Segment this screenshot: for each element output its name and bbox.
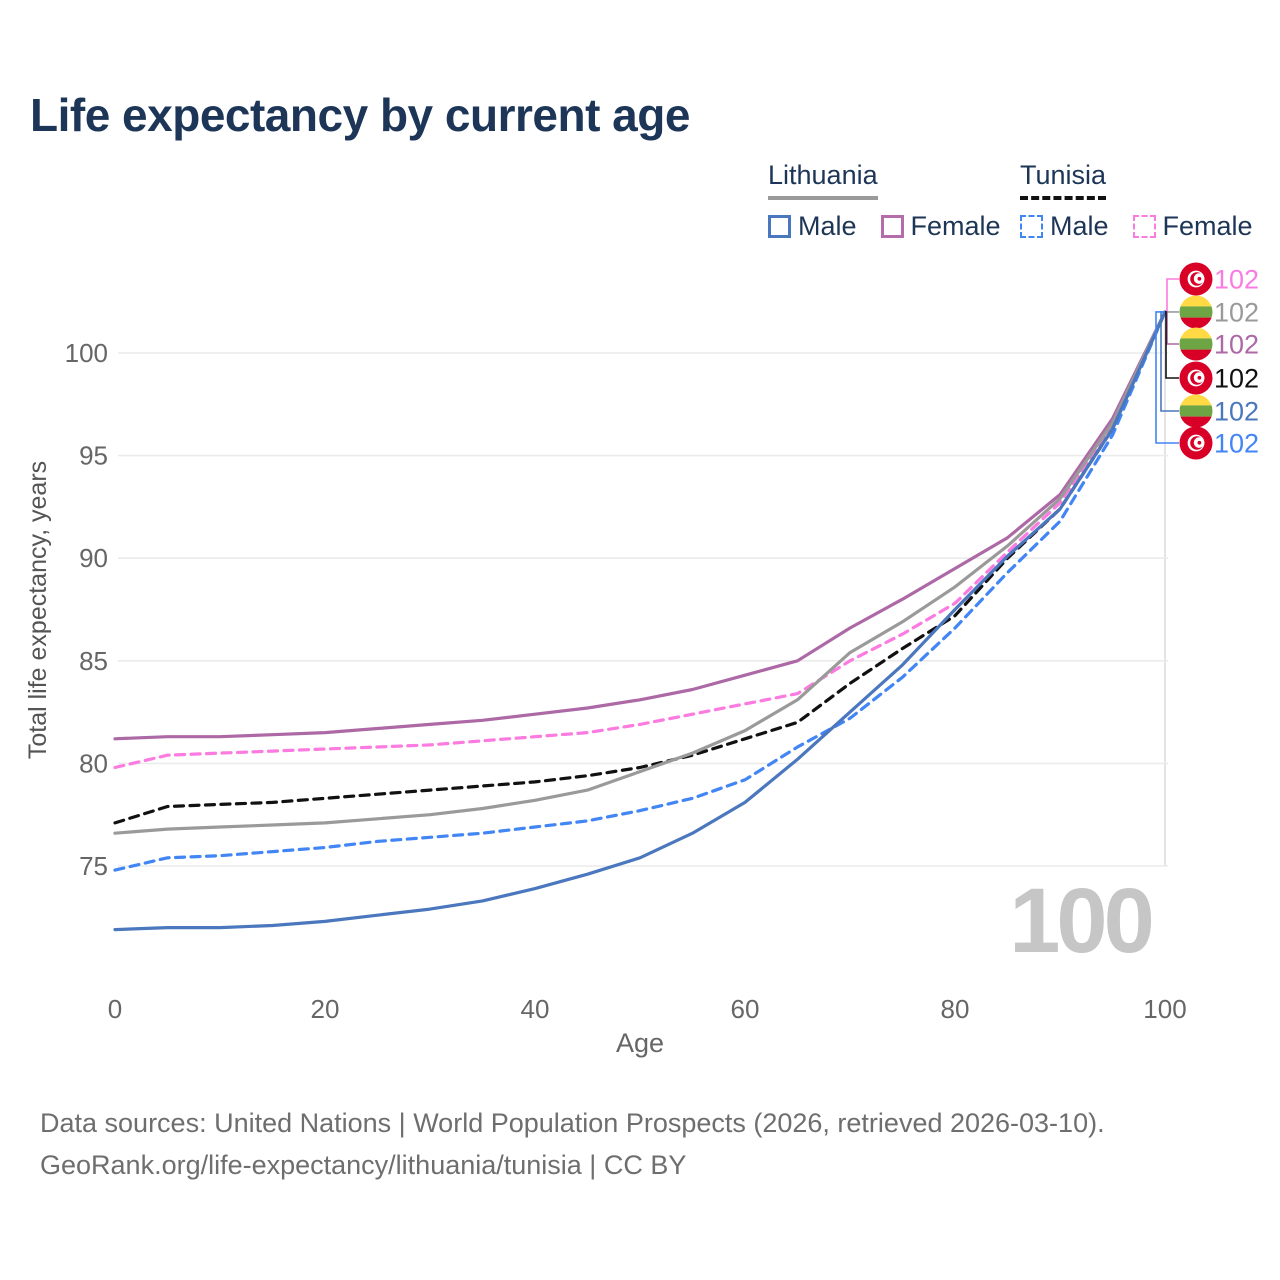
y-tick-label: 80: [79, 748, 108, 778]
end-label-leader-tunisia-female: [1165, 278, 1179, 313]
tunisia-flag-icon: [1179, 361, 1213, 395]
end-label-leader-tunisia-both-sexes: [1165, 311, 1179, 379]
page-title: Life expectancy by current age: [30, 89, 690, 141]
legend-items-tunisia: Male Female: [1020, 211, 1277, 242]
end-value-label-lithuania-female: 102: [1214, 330, 1259, 360]
series-line-lithuania-both-sexes[interactable]: [113, 310, 1167, 835]
end-label-leader-lithuania-male: [1160, 311, 1179, 412]
legend-item-tunisia-female[interactable]: Female: [1132, 211, 1253, 242]
series-line-tunisia-both-sexes[interactable]: [113, 310, 1167, 825]
line-chart: 75 80 85 90 95 100 0 20 40 60 80 100 Age Total life e…: [24, 262, 1259, 1058]
legend-group-tunisia: Tunisia Male Female: [1020, 160, 1277, 242]
attribution-note: GeoRank.org/life-expectancy/lithuania/tu…: [40, 1150, 687, 1180]
x-tick-label: 40: [521, 994, 550, 1024]
end-label-leader-tunisia-male: [1155, 311, 1179, 444]
tunisia-female-swatch-icon: [1132, 215, 1156, 238]
end-value-label-tunisia-both-sexes: 102: [1214, 364, 1259, 394]
legend-item-label: Female: [1162, 211, 1253, 241]
lithuania-female-swatch-icon: [880, 215, 904, 238]
end-value-label-lithuania-both-sexes: 102: [1214, 298, 1259, 328]
series-line-tunisia-male[interactable]: [113, 310, 1167, 872]
end-value-label-lithuania-male: 102: [1214, 397, 1259, 427]
legend-item-label: Male: [1050, 211, 1109, 241]
legend-group-lithuania: Lithuania Male Female: [768, 160, 1025, 242]
legend-country-lithuania[interactable]: Lithuania: [768, 160, 878, 200]
tunisia-flag-icon: [1179, 426, 1213, 460]
x-tick-label: 0: [108, 994, 122, 1024]
legend-items-lithuania: Male Female: [768, 211, 1025, 242]
x-tick-label: 80: [941, 994, 970, 1024]
legend-item-tunisia-male[interactable]: Male: [1020, 211, 1109, 242]
legend-country-tunisia[interactable]: Tunisia: [1020, 160, 1107, 200]
lithuania-male-swatch-icon: [768, 215, 791, 238]
end-value-label-tunisia-female: 102: [1214, 265, 1259, 295]
legend-item-lithuania-male[interactable]: Male: [768, 211, 857, 242]
data-sources-note: Data sources: United Nations | World Pop…: [40, 1108, 1105, 1138]
y-tick-label: 75: [79, 851, 108, 881]
x-tick-label: 60: [731, 994, 760, 1024]
x-tick-label: 100: [1143, 994, 1186, 1024]
end-label-leader-lithuania-female: [1165, 311, 1179, 345]
legend-item-lithuania-female[interactable]: Female: [880, 211, 1001, 242]
y-tick-label: 90: [79, 543, 108, 573]
series-line-lithuania-male[interactable]: [113, 310, 1167, 932]
y-tick-label: 95: [79, 441, 108, 471]
tunisia-flag-icon: [1179, 262, 1213, 296]
legend-item-label: Male: [798, 211, 857, 241]
hover-age-watermark: 100: [1009, 870, 1151, 972]
y-tick-label: 85: [79, 646, 108, 676]
x-axis-title: Age: [616, 1028, 664, 1058]
y-tick-label: 100: [65, 338, 108, 368]
tunisia-male-swatch-icon: [1020, 215, 1043, 238]
lithuania-flag-icon: [1179, 295, 1213, 329]
series-line-tunisia-female[interactable]: [113, 310, 1167, 770]
series-line-lithuania-female[interactable]: [113, 310, 1167, 741]
legend-item-label: Female: [910, 211, 1001, 241]
lithuania-flag-icon: [1179, 394, 1213, 428]
lithuania-flag-icon: [1179, 327, 1213, 361]
end-value-label-tunisia-male: 102: [1214, 429, 1259, 459]
x-tick-label: 20: [311, 994, 340, 1024]
y-axis-title: Total life expectancy, years: [24, 461, 52, 759]
